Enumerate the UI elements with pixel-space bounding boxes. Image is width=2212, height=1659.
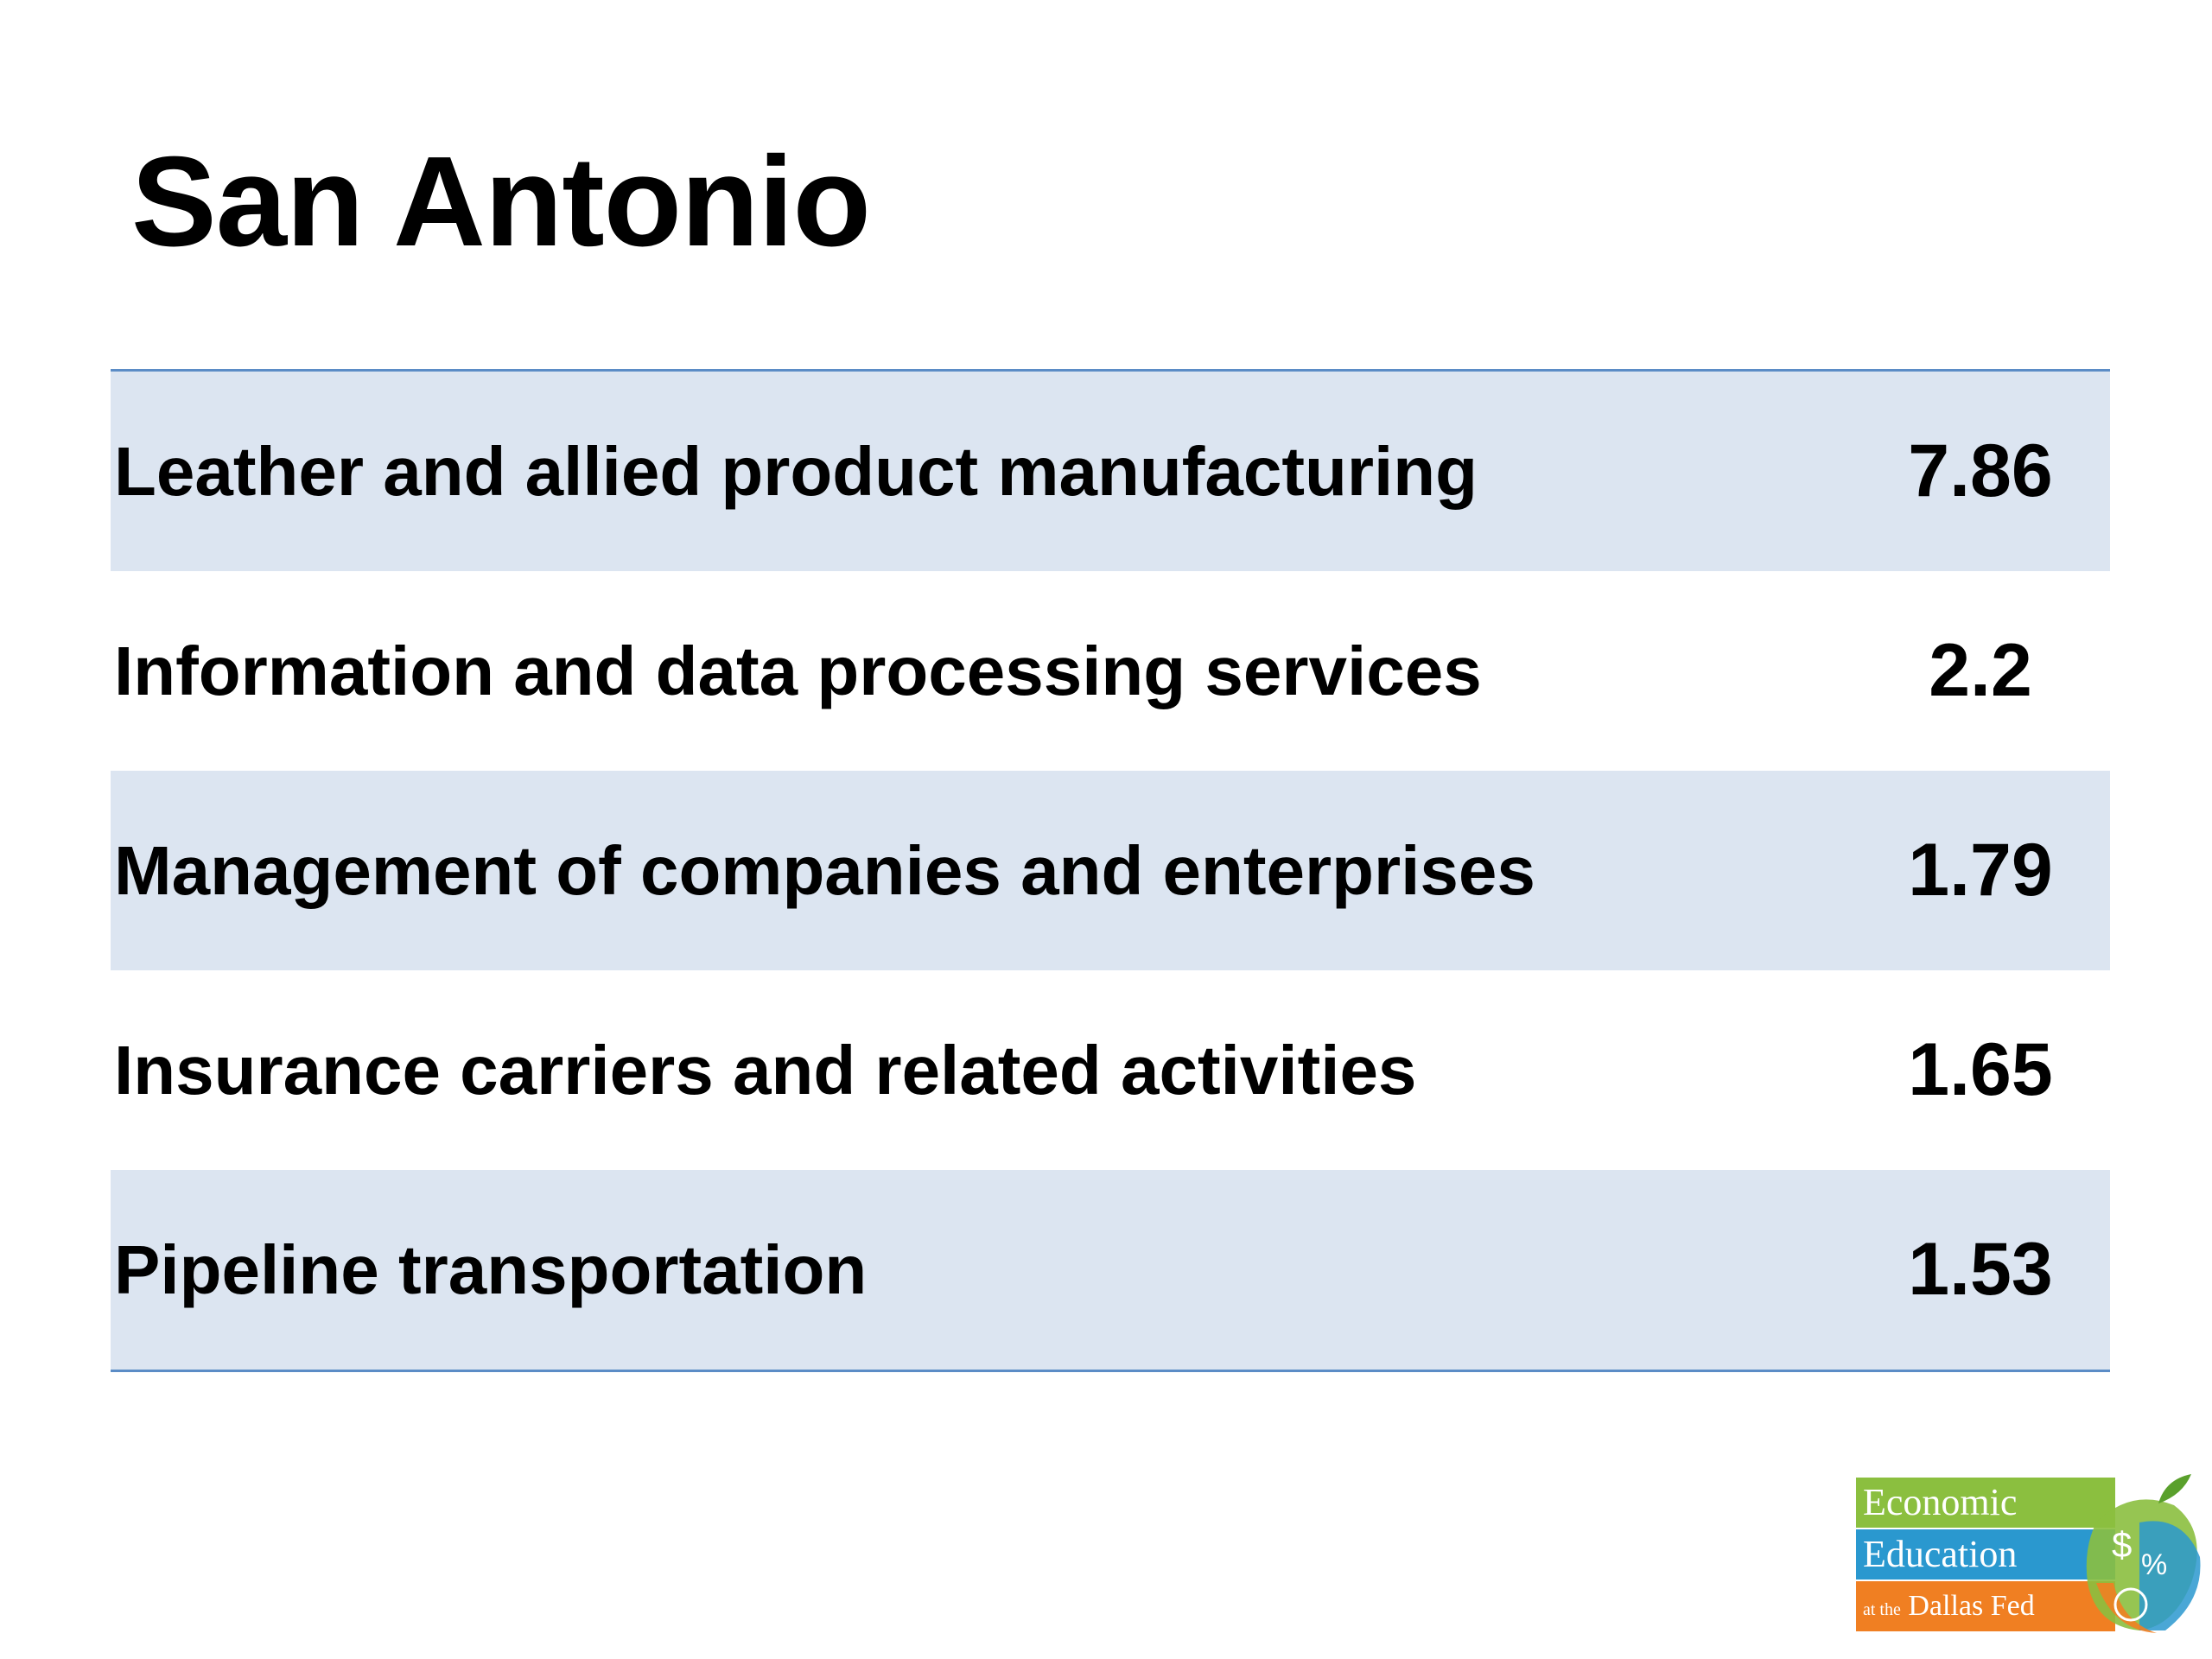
table-row: Leather and allied product manufacturing… <box>111 372 2110 571</box>
row-value: 1.53 <box>1908 1228 2053 1311</box>
logo-line-economic: Economic <box>1856 1478 2115 1528</box>
row-label: Leather and allied product manufacturing <box>114 432 1478 510</box>
table-row: Management of companies and enterprises … <box>111 771 2110 970</box>
row-value: 1.65 <box>1908 1028 2053 1111</box>
slide-title: San Antonio <box>131 130 871 273</box>
svg-text:%: % <box>2141 1548 2167 1581</box>
data-table: Leather and allied product manufacturing… <box>111 369 2110 1372</box>
row-label: Pipeline transportation <box>114 1230 868 1308</box>
logo-dallas-fed: Dallas Fed <box>1908 1590 2035 1622</box>
svg-text:$: $ <box>2112 1524 2132 1565</box>
row-value: 2.2 <box>1929 629 2032 712</box>
economic-education-logo: Economic Education at the Dallas Fed $ % <box>1856 1471 2210 1638</box>
row-value: 1.79 <box>1908 829 2053 912</box>
table-row: Pipeline transportation 1.53 <box>111 1170 2110 1370</box>
apple-dollar-percent-icon: $ % <box>2086 1474 2201 1633</box>
logo-line-education: Education <box>1856 1529 2115 1580</box>
table-row: Information and data processing services… <box>111 571 2110 771</box>
row-label: Insurance carriers and related activitie… <box>114 1031 1417 1109</box>
table-row: Insurance carriers and related activitie… <box>111 970 2110 1170</box>
row-label: Information and data processing services <box>114 632 1482 709</box>
row-label: Management of companies and enterprises <box>114 831 1535 909</box>
logo-line-dallas-fed: at the Dallas Fed <box>1856 1581 2115 1631</box>
row-value: 7.86 <box>1908 429 2053 512</box>
logo-at-the: at the <box>1863 1600 1901 1619</box>
